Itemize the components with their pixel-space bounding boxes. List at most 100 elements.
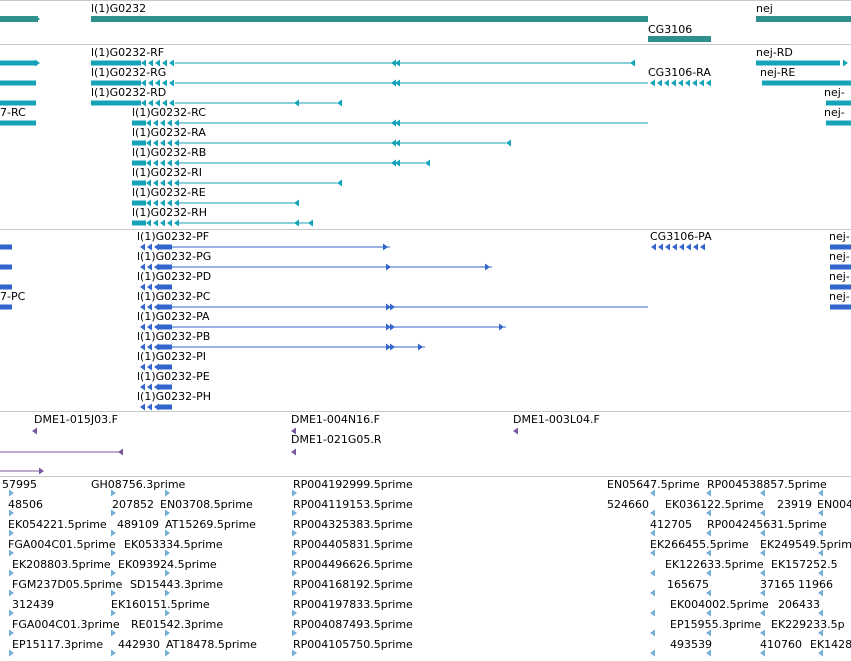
protein-label[interactable]: l(1)G0232-PE — [137, 370, 210, 383]
transcript-label[interactable]: l(1)G0232-RF — [91, 46, 165, 59]
est-label[interactable]: EN05647.5prime — [607, 478, 700, 491]
protein-label[interactable]: l(1)G0232-PF — [137, 230, 210, 243]
est-label[interactable]: FGA004C01.3prime — [12, 618, 120, 631]
gene-label-nej[interactable]: nej — [756, 2, 773, 15]
est-label[interactable]: EN03708.5prime — [160, 498, 253, 511]
est-label[interactable]: RP004119153.5prime — [293, 498, 413, 511]
est-label[interactable]: EK266455.5prime — [650, 538, 749, 551]
est-label[interactable]: RP004496626.5prime — [293, 558, 413, 571]
clone-label[interactable]: DME1-003L04.F — [513, 413, 600, 426]
protein-label[interactable]: 7-PC — [0, 290, 26, 303]
est-label[interactable]: EK093924.5prime — [118, 558, 217, 571]
est-label[interactable]: 11966 — [798, 578, 833, 591]
est-glyph — [760, 649, 765, 657]
est-label[interactable]: RP004105750.5prime — [293, 638, 413, 651]
transcript-label[interactable]: l(1)G0232-RI — [132, 166, 203, 179]
protein-label[interactable]: CG3106-PA — [650, 230, 712, 243]
est-label[interactable]: 57995 — [2, 478, 37, 491]
exon-glyph — [699, 79, 704, 87]
est-label[interactable]: 493539 — [670, 638, 712, 651]
est-label[interactable]: EK004002.5prime — [670, 598, 769, 611]
est-glyph — [111, 569, 116, 577]
est-label[interactable]: 410760 — [760, 638, 802, 651]
transcript-label[interactable]: l(1)G0232-RB — [132, 146, 207, 159]
est-label[interactable]: FGA004C01.5prime — [8, 538, 116, 551]
est-glyph — [9, 509, 14, 517]
protein-label[interactable]: nej- — [829, 270, 850, 283]
protein-label[interactable]: l(1)G0232-PD — [137, 270, 212, 283]
est-label[interactable]: EK1428 — [810, 638, 851, 651]
est-glyph — [760, 609, 765, 617]
transcript-label[interactable]: l(1)G0232-RC — [132, 106, 206, 119]
clone-label[interactable]: DME1-021G05.R — [291, 433, 382, 446]
est-label[interactable]: EN004 — [817, 498, 851, 511]
est-label[interactable]: EK160151.5prime — [111, 598, 210, 611]
protein-label[interactable]: l(1)G0232-PA — [137, 310, 210, 323]
est-label[interactable]: EK208803.5prime — [12, 558, 111, 571]
est-label[interactable]: EP15117.3prime — [12, 638, 104, 651]
est-label[interactable]: RP004245631.5prime — [707, 518, 827, 531]
est-label[interactable]: EK036122.5prime — [665, 498, 764, 511]
est-label[interactable]: EK157252.5 — [771, 558, 838, 571]
clone-label[interactable]: DME1-015J03.F — [34, 413, 118, 426]
est-label[interactable]: 442930 — [118, 638, 160, 651]
transcript-label[interactable]: nej-RE — [760, 66, 796, 79]
est-label[interactable]: RP004405831.5prime — [293, 538, 413, 551]
est-label[interactable]: EK053334.5prime — [124, 538, 223, 551]
est-label[interactable]: 206433 — [778, 598, 820, 611]
est-label[interactable]: 312439 — [12, 598, 54, 611]
exon-glyph — [158, 344, 172, 350]
est-label[interactable]: 165675 — [667, 578, 709, 591]
est-label[interactable]: EP15955.3prime — [670, 618, 762, 631]
est-label[interactable]: 48506 — [8, 498, 43, 511]
transcript-label[interactable]: l(1)G0232-RE — [132, 186, 206, 199]
protein-label[interactable]: nej- — [829, 290, 850, 303]
strand-arrow — [386, 303, 391, 311]
est-label[interactable]: RP004087493.5prime — [293, 618, 413, 631]
protein-label[interactable]: l(1)G0232-PH — [137, 390, 212, 403]
est-label[interactable]: AT18478.5prime — [166, 638, 257, 651]
strand-arrow — [386, 343, 391, 351]
exon-glyph — [147, 403, 152, 411]
transcript-label[interactable]: l(1)G0232-RG — [91, 66, 167, 79]
est-label[interactable]: 412705 — [650, 518, 692, 531]
transcript-label[interactable]: l(1)G0232-RD — [91, 86, 167, 99]
protein-label[interactable]: l(1)G0232-PG — [137, 250, 212, 263]
est-label[interactable]: RP004197833.5prime — [293, 598, 413, 611]
transcript-label[interactable]: 7-RC — [0, 106, 26, 119]
protein-label[interactable]: nej- — [829, 230, 850, 243]
est-label[interactable]: FGM237D05.5prime — [12, 578, 123, 591]
est-label[interactable]: 23919 — [777, 498, 812, 511]
est-label[interactable]: SD15443.3prime — [130, 578, 223, 591]
est-label[interactable]: EK249549.5prime — [760, 538, 851, 551]
clone-label[interactable]: DME1-004N16.F — [291, 413, 380, 426]
est-label[interactable]: RP004325383.5prime — [293, 518, 413, 531]
transcript-label[interactable]: nej- — [824, 106, 845, 119]
gene-label-cg3106[interactable]: CG3106 — [648, 23, 693, 36]
est-glyph — [165, 589, 170, 597]
transcript-label[interactable]: l(1)G0232-RH — [132, 206, 208, 219]
transcript-label[interactable]: nej- — [824, 86, 845, 99]
est-label[interactable]: EK122633.5prime — [665, 558, 764, 571]
est-label[interactable]: EK229233.5p — [771, 618, 845, 631]
transcript-label[interactable]: CG3106-RA — [648, 66, 711, 79]
est-label[interactable]: RE01542.3prime — [131, 618, 224, 631]
exon-glyph — [830, 304, 851, 310]
est-label[interactable]: 524660 — [607, 498, 649, 511]
est-label[interactable]: AT15269.5prime — [165, 518, 256, 531]
protein-label[interactable]: nej- — [829, 250, 850, 263]
gene-label-lg0232[interactable]: l(1)G0232 — [91, 2, 147, 15]
protein-label[interactable]: l(1)G0232-PB — [137, 330, 211, 343]
transcript-label[interactable]: l(1)G0232-RA — [132, 126, 206, 139]
est-label[interactable]: EK054221.5prime — [8, 518, 107, 531]
est-label[interactable]: 37165 — [760, 578, 795, 591]
protein-label[interactable]: l(1)G0232-PI — [137, 350, 207, 363]
est-label[interactable]: GH08756.3prime — [91, 478, 186, 491]
est-label[interactable]: 207852 — [112, 498, 154, 511]
protein-label[interactable]: l(1)G0232-PC — [137, 290, 211, 303]
est-label[interactable]: 489109 — [117, 518, 159, 531]
transcript-label[interactable]: nej-RD — [756, 46, 793, 59]
est-label[interactable]: RP004192999.5prime — [293, 478, 413, 491]
est-label[interactable]: RP004168192.5prime — [293, 578, 413, 591]
est-label[interactable]: RP004538857.5prime — [707, 478, 827, 491]
